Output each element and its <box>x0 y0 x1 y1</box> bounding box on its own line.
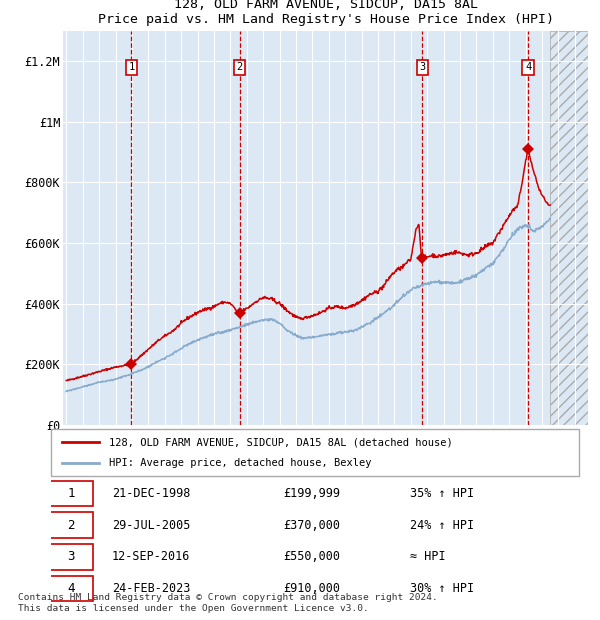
Text: 1: 1 <box>128 63 134 73</box>
FancyBboxPatch shape <box>49 480 93 506</box>
Text: 3: 3 <box>419 63 425 73</box>
FancyBboxPatch shape <box>49 576 93 601</box>
FancyBboxPatch shape <box>49 544 93 570</box>
Text: £370,000: £370,000 <box>283 518 340 531</box>
Text: Contains HM Land Registry data © Crown copyright and database right 2024.
This d: Contains HM Land Registry data © Crown c… <box>18 593 438 613</box>
Text: 35% ↑ HPI: 35% ↑ HPI <box>410 487 474 500</box>
FancyBboxPatch shape <box>49 512 93 538</box>
Text: £550,000: £550,000 <box>283 551 340 564</box>
Text: ≈ HPI: ≈ HPI <box>410 551 446 564</box>
Text: 29-JUL-2005: 29-JUL-2005 <box>112 518 190 531</box>
Text: 128, OLD FARM AVENUE, SIDCUP, DA15 8AL (detached house): 128, OLD FARM AVENUE, SIDCUP, DA15 8AL (… <box>109 437 453 447</box>
Text: 4: 4 <box>525 63 531 73</box>
Text: 24-FEB-2023: 24-FEB-2023 <box>112 582 190 595</box>
Text: £199,999: £199,999 <box>283 487 340 500</box>
Text: 24% ↑ HPI: 24% ↑ HPI <box>410 518 474 531</box>
Text: 1: 1 <box>67 487 74 500</box>
Text: 3: 3 <box>67 551 74 564</box>
Text: 2: 2 <box>236 63 243 73</box>
Text: 30% ↑ HPI: 30% ↑ HPI <box>410 582 474 595</box>
Text: 21-DEC-1998: 21-DEC-1998 <box>112 487 190 500</box>
Text: HPI: Average price, detached house, Bexley: HPI: Average price, detached house, Bexl… <box>109 458 371 467</box>
FancyBboxPatch shape <box>51 429 579 476</box>
Text: 2: 2 <box>67 518 74 531</box>
Text: £910,000: £910,000 <box>283 582 340 595</box>
Text: 4: 4 <box>67 582 74 595</box>
Bar <box>550 31 588 425</box>
Text: 12-SEP-2016: 12-SEP-2016 <box>112 551 190 564</box>
Title: 128, OLD FARM AVENUE, SIDCUP, DA15 8AL
Price paid vs. HM Land Registry's House P: 128, OLD FARM AVENUE, SIDCUP, DA15 8AL P… <box>97 0 554 25</box>
